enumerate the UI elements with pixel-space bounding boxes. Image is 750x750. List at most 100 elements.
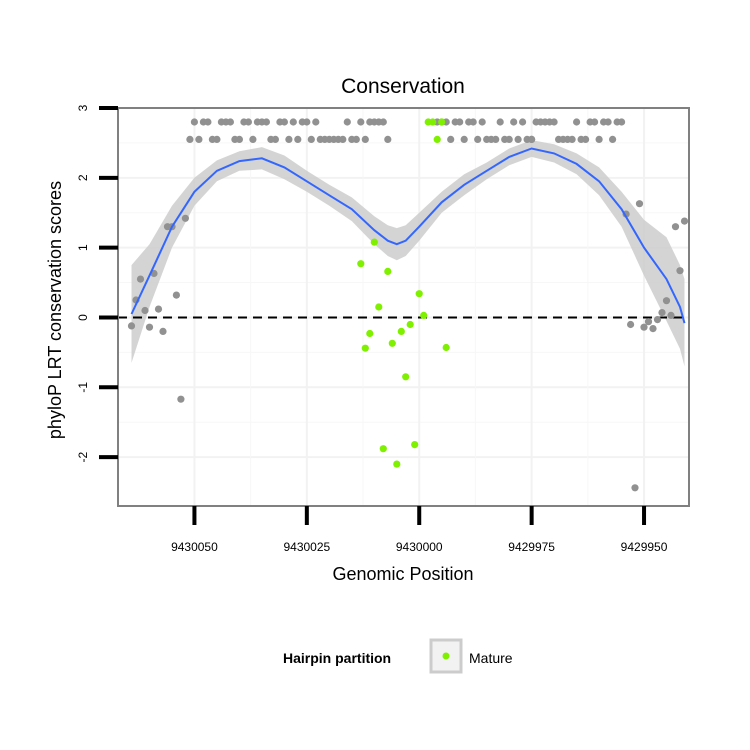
mature-point <box>366 329 374 338</box>
other-point <box>604 118 612 126</box>
other-point <box>127 322 136 330</box>
other-point <box>627 320 635 329</box>
mature-point <box>415 290 423 298</box>
other-point <box>510 118 518 126</box>
data-points <box>127 118 689 492</box>
other-point <box>294 135 302 143</box>
other-point <box>249 135 257 143</box>
plot-panel <box>118 108 689 506</box>
x-tick-label: 9430050 <box>171 540 218 554</box>
legend-label-mature: Mature <box>469 650 513 666</box>
x-tick-label: 9430000 <box>396 540 443 554</box>
other-point <box>226 118 234 126</box>
other-point <box>609 135 617 143</box>
other-point <box>618 118 626 126</box>
y-axis: -2 -1 0 1 2 3 <box>76 104 118 462</box>
other-point <box>478 118 486 126</box>
other-point <box>384 135 392 143</box>
legend-mature-dot <box>442 652 450 660</box>
other-point <box>136 275 145 283</box>
other-point <box>307 135 315 143</box>
other-point <box>631 484 639 492</box>
other-point <box>339 135 347 143</box>
mature-point <box>375 303 383 311</box>
other-point <box>244 118 252 126</box>
panel-border-rect <box>117 107 690 507</box>
other-point <box>644 318 653 326</box>
other-point <box>145 323 154 331</box>
other-point <box>312 118 320 126</box>
other-point <box>213 135 221 143</box>
plot-background <box>118 108 689 506</box>
other-point <box>649 325 657 333</box>
smooth-line <box>130 147 686 324</box>
other-point <box>460 135 468 143</box>
other-point <box>285 135 293 143</box>
other-point <box>204 118 212 126</box>
other-point <box>591 118 599 126</box>
other-point <box>262 118 270 126</box>
other-point <box>357 118 365 126</box>
plot-border <box>117 107 690 507</box>
mature-point <box>429 118 437 126</box>
other-point <box>676 267 684 275</box>
y-tick-label: 0 <box>76 314 90 321</box>
other-point <box>280 118 288 126</box>
other-point <box>352 135 360 143</box>
mature-point <box>388 339 396 347</box>
other-point <box>195 135 203 143</box>
mature-point <box>397 327 405 335</box>
mature-point <box>379 445 387 453</box>
smooth-line-layer <box>130 147 686 324</box>
other-point <box>640 323 648 331</box>
mature-point <box>406 320 414 329</box>
x-axis-title: Genomic Position <box>332 564 473 584</box>
other-point <box>582 135 590 143</box>
other-point <box>181 214 189 222</box>
other-point <box>361 135 369 143</box>
other-point <box>635 200 644 208</box>
other-point <box>343 118 351 126</box>
other-point <box>141 306 149 315</box>
other-point <box>528 135 536 143</box>
other-point <box>667 311 675 319</box>
other-point <box>447 135 455 143</box>
other-point <box>379 118 387 126</box>
other-point <box>573 118 581 126</box>
other-point <box>271 135 279 143</box>
other-point <box>595 135 603 143</box>
other-point <box>568 135 576 143</box>
x-tick-label: 9429975 <box>508 540 555 554</box>
mature-point <box>442 343 450 352</box>
other-point <box>671 223 680 231</box>
other-point <box>456 118 464 126</box>
other-point <box>190 118 198 126</box>
other-point <box>177 395 185 403</box>
mature-point <box>384 267 392 275</box>
y-tick-label: 1 <box>76 244 90 251</box>
mature-point <box>438 118 446 126</box>
mature-point <box>370 238 378 246</box>
y-tick-label: 2 <box>76 174 90 181</box>
other-point <box>303 118 311 126</box>
other-point <box>514 135 522 143</box>
other-point <box>172 291 180 299</box>
other-point <box>662 297 671 305</box>
y-tick-label: -1 <box>76 382 90 393</box>
other-point <box>496 118 504 126</box>
mature-point <box>402 373 410 381</box>
other-point <box>492 135 500 143</box>
mature-point <box>433 135 441 143</box>
y-axis-title: phyloP LRT conservation scores <box>45 181 65 439</box>
other-point <box>235 135 243 143</box>
x-tick-label: 9430025 <box>283 540 330 554</box>
legend: Hairpin partition Mature <box>283 638 513 674</box>
mature-point <box>411 441 419 449</box>
other-point <box>154 305 163 313</box>
mature-point <box>420 311 428 319</box>
other-point <box>469 118 477 126</box>
confidence-ribbon-layer <box>131 140 685 367</box>
other-point <box>505 135 513 143</box>
other-point <box>658 309 666 317</box>
